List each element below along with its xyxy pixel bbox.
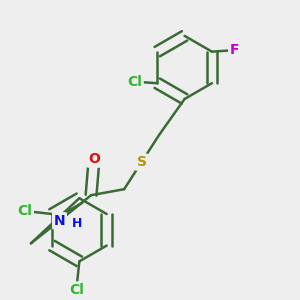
Text: S: S <box>136 155 147 169</box>
Text: Cl: Cl <box>69 283 84 297</box>
Text: Cl: Cl <box>127 75 142 89</box>
Text: H: H <box>72 217 83 230</box>
Text: F: F <box>230 43 239 57</box>
Text: Cl: Cl <box>17 204 32 218</box>
Text: N: N <box>54 214 65 228</box>
Text: O: O <box>88 152 100 166</box>
